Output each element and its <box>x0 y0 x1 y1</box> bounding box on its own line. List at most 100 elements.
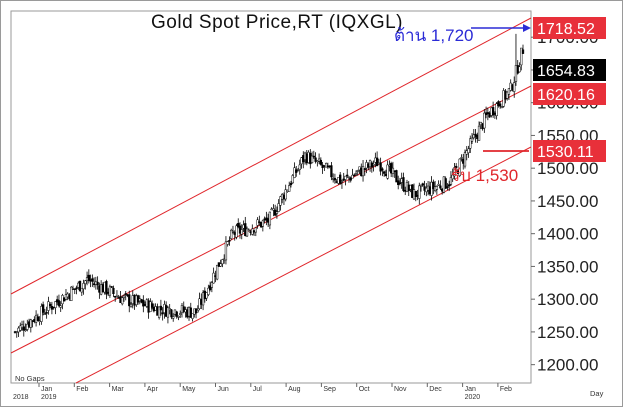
candle-body <box>344 175 347 180</box>
candle-body <box>463 152 467 167</box>
y-tick-label: 1400.00 <box>537 225 598 244</box>
channel-lines <box>10 17 532 384</box>
candle-body <box>168 308 171 310</box>
candle-body <box>330 165 333 178</box>
candle-body <box>91 278 94 282</box>
candle-body <box>351 174 354 179</box>
candle-body <box>453 167 456 177</box>
x-tick-label: Jul <box>253 386 262 393</box>
candle-body <box>356 170 359 172</box>
candle-body <box>210 282 214 288</box>
x-tick-label: Jan <box>465 386 476 393</box>
candle-body <box>470 137 474 142</box>
candle-body <box>170 309 173 318</box>
candle-body <box>59 305 62 308</box>
price-tag-bg <box>533 140 606 162</box>
x-tick-label: Dec <box>429 386 442 393</box>
candle-body <box>161 312 164 315</box>
price-tags: 1718.52 1654.83 1620.16 1530.11 <box>533 17 606 162</box>
candle-body <box>491 107 495 116</box>
candle-body <box>128 294 131 307</box>
candle-body <box>124 293 127 295</box>
candle-body <box>19 325 22 331</box>
candle-body <box>129 304 133 307</box>
candle-body <box>49 303 52 306</box>
candle-body <box>500 106 504 109</box>
candle-body <box>279 196 282 206</box>
candle-body <box>208 285 212 291</box>
resistance-arrow-head <box>523 24 531 32</box>
candle-body <box>245 228 249 237</box>
candle-body <box>70 286 73 302</box>
candle-body <box>142 299 145 307</box>
candle-body <box>518 66 521 73</box>
candle-body <box>240 229 243 235</box>
candle-body <box>177 315 180 318</box>
candle-body <box>414 190 417 197</box>
candle-body <box>495 103 498 116</box>
candle-body <box>84 280 87 284</box>
x-tick-label: Oct <box>359 386 370 393</box>
candle-body <box>115 295 119 298</box>
candlestick-series <box>13 33 525 338</box>
candle-body <box>179 313 182 315</box>
candle-body <box>224 241 228 261</box>
x-tick-label: Jan <box>41 386 52 393</box>
candle-body <box>298 164 301 170</box>
y-tick-label: 1200.00 <box>537 356 598 375</box>
candle-body <box>372 164 375 166</box>
x-tick-label: Sep <box>323 386 336 393</box>
candle-body <box>324 163 328 168</box>
candle-body <box>78 280 82 292</box>
no-gaps-note: No Gaps <box>15 374 45 383</box>
candle-body <box>219 263 222 267</box>
candle-body <box>105 281 108 295</box>
candle-body <box>381 168 384 171</box>
candle-body <box>418 185 421 199</box>
candle-body <box>182 306 185 312</box>
candle-body <box>110 286 113 288</box>
candle-body <box>272 208 275 211</box>
candle-body <box>191 313 194 319</box>
candle-body <box>379 162 382 172</box>
candle-body <box>87 274 90 282</box>
candle-body <box>483 112 486 129</box>
candle-body <box>20 324 24 328</box>
candle-body <box>444 178 447 189</box>
candle-body <box>439 185 442 189</box>
candle-body <box>363 168 366 170</box>
candle-body <box>45 312 48 314</box>
candle-body <box>196 310 199 313</box>
y-tick-label: 1350.00 <box>537 257 598 276</box>
frequency-label: Day <box>590 389 604 398</box>
candle-body <box>207 287 210 295</box>
candle-body <box>288 185 291 192</box>
candle-body <box>230 229 233 239</box>
candle-body <box>261 220 264 227</box>
candle-body <box>402 177 405 191</box>
candle-body <box>361 165 365 177</box>
candle-body <box>205 292 208 299</box>
candle-body <box>121 297 124 305</box>
candle-body <box>26 323 29 330</box>
candle-body <box>96 281 99 286</box>
candle-body <box>40 306 43 322</box>
x-year-label: 2019 <box>41 394 57 401</box>
candle-body <box>446 186 449 188</box>
chart-title: Gold Spot Price,RT (IQXGL) <box>151 12 403 33</box>
candle-body <box>437 183 440 186</box>
candle-body <box>57 300 61 306</box>
x-tick-label: Mar <box>112 386 125 393</box>
x-tick-label: May <box>182 386 196 393</box>
candle-body <box>477 125 481 141</box>
candle-body <box>432 181 435 190</box>
candle-body <box>449 177 453 185</box>
candle-body <box>513 82 516 92</box>
candle-body <box>54 301 57 308</box>
candle-body <box>226 241 229 245</box>
candle-body <box>458 158 461 176</box>
candle-body <box>506 91 509 99</box>
candle-body <box>112 287 115 294</box>
candle-body <box>520 47 523 66</box>
